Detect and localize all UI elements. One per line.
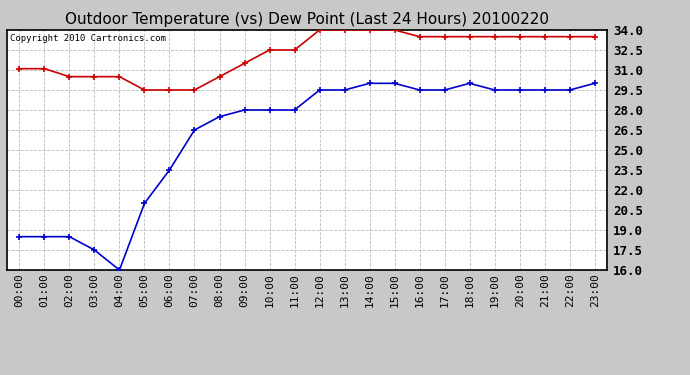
Text: Copyright 2010 Cartronics.com: Copyright 2010 Cartronics.com xyxy=(10,34,166,43)
Title: Outdoor Temperature (vs) Dew Point (Last 24 Hours) 20100220: Outdoor Temperature (vs) Dew Point (Last… xyxy=(65,12,549,27)
